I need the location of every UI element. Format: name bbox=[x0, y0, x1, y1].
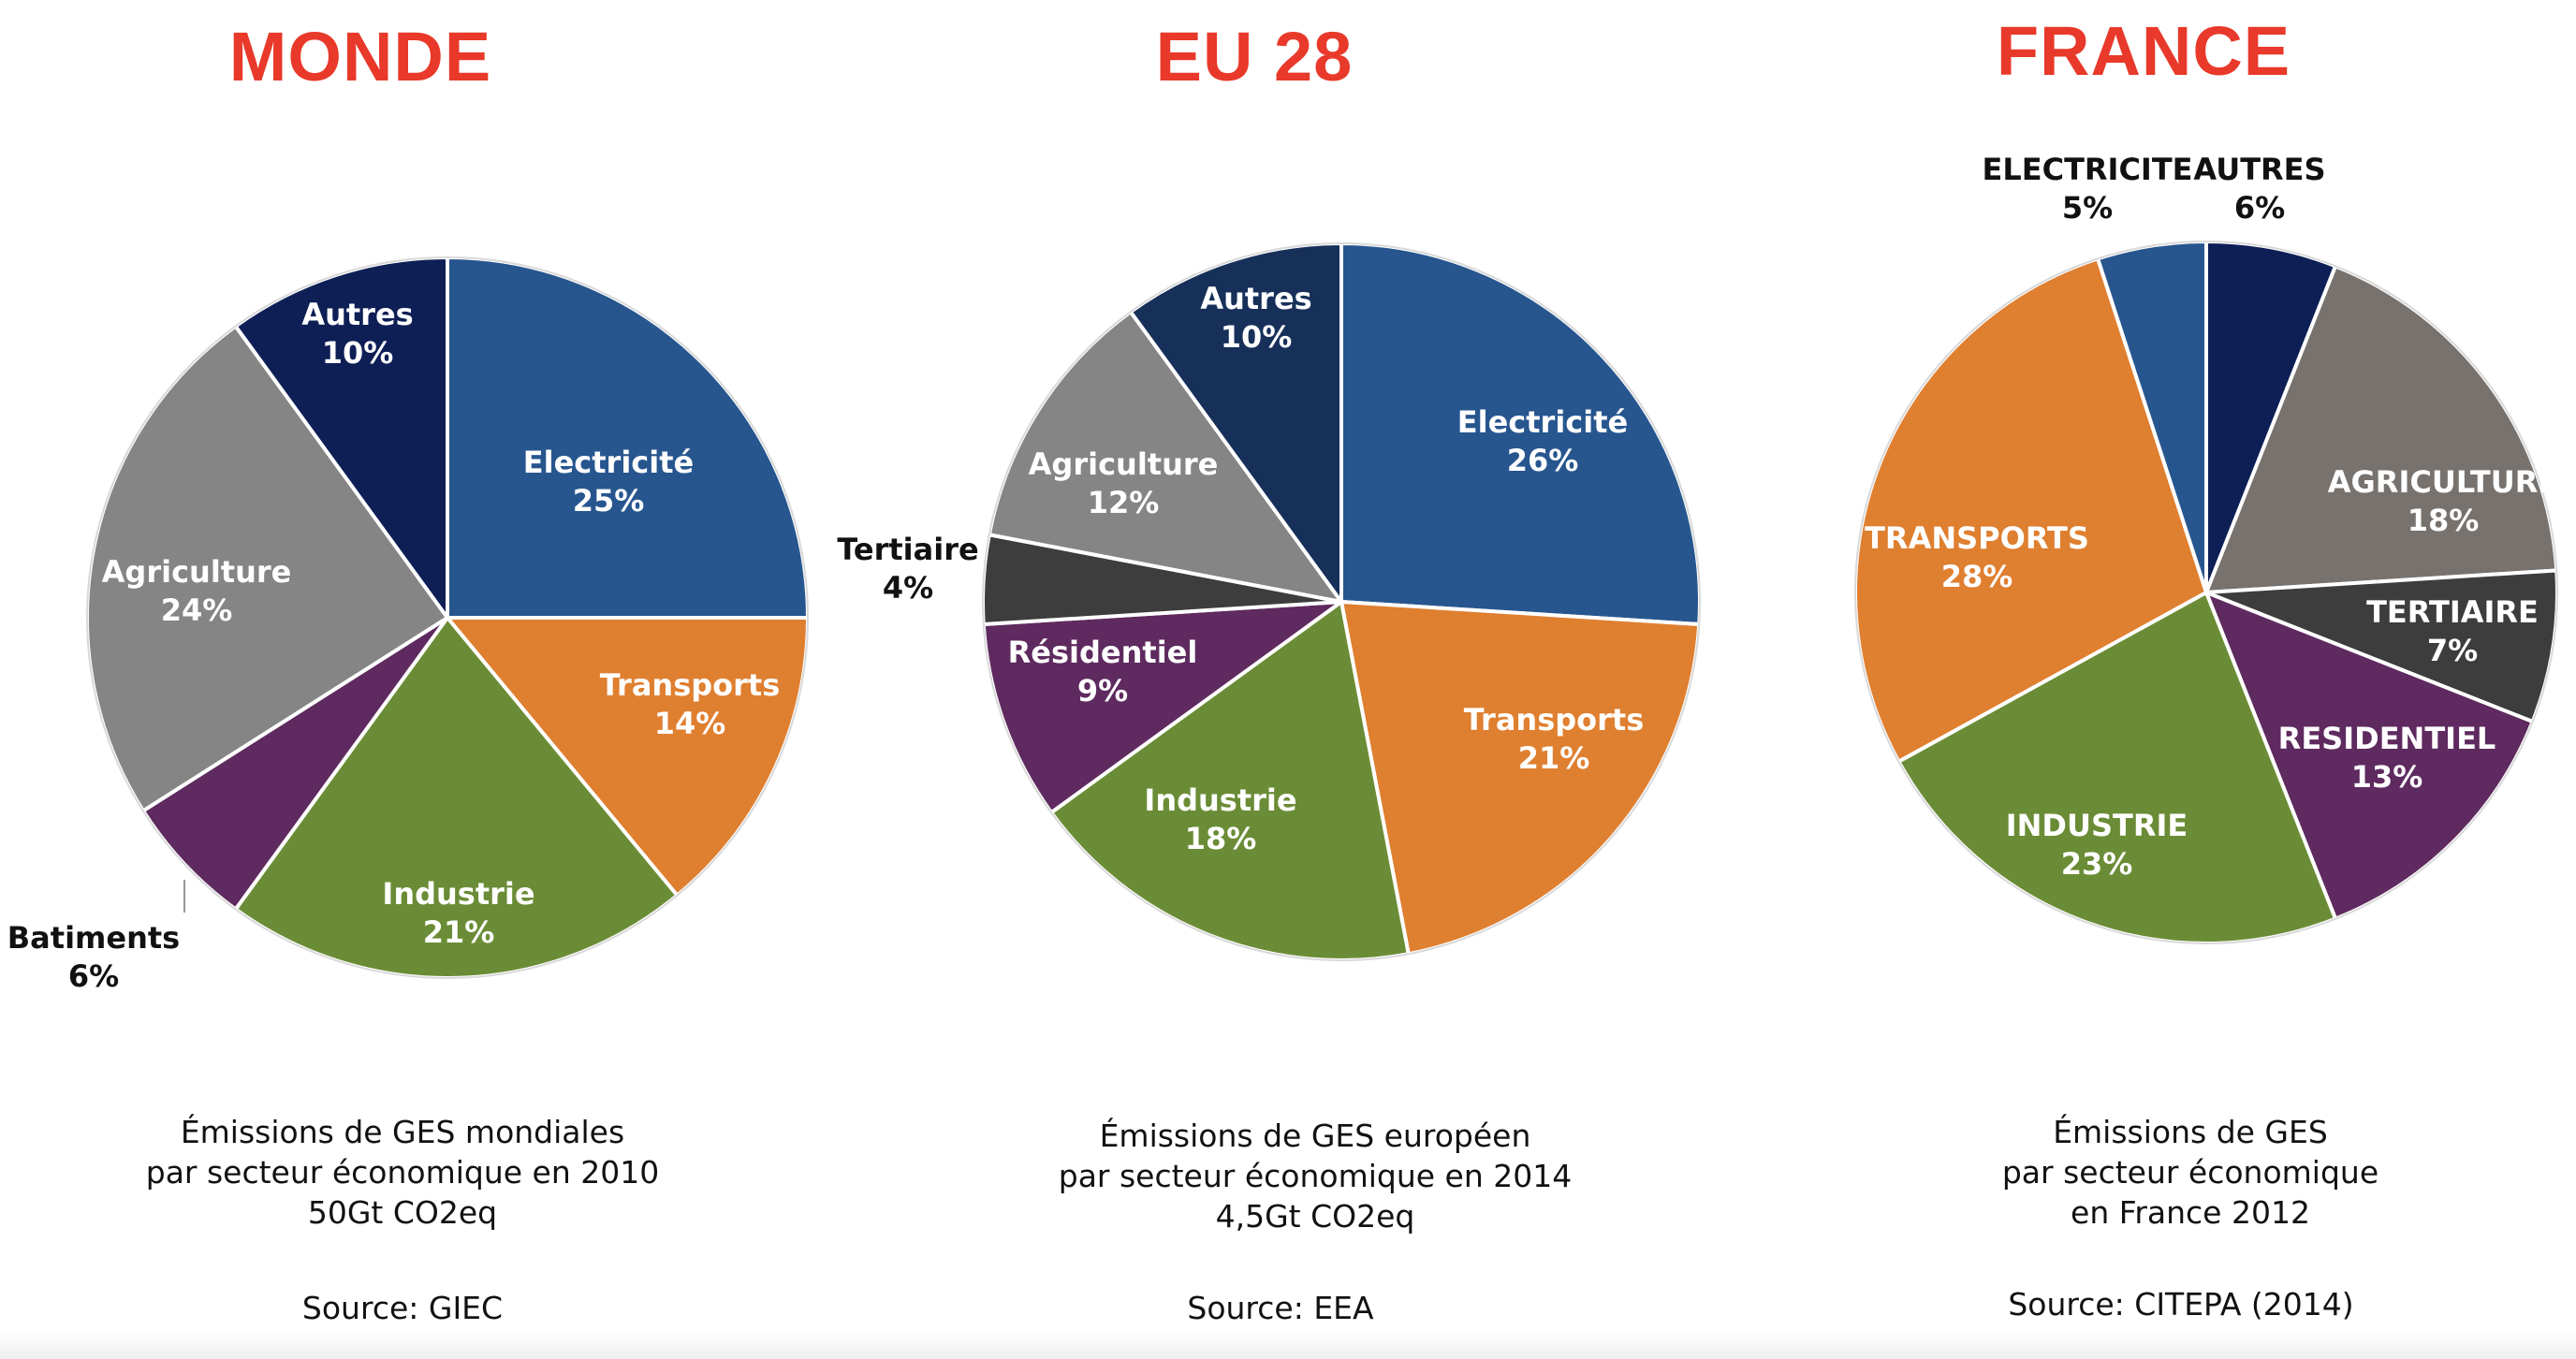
caption-eu28: Émissions de GES européen par secteur éc… bbox=[894, 1116, 1736, 1236]
caption-line: par secteur économique bbox=[2001, 1154, 2379, 1191]
slice-label: Agriculture 12% bbox=[1029, 446, 1219, 520]
chart-title-france: FRANCE bbox=[1996, 12, 2291, 90]
source-france: Source: CITEPA (2014) bbox=[2008, 1286, 2354, 1322]
slice-label: Industrie 18% bbox=[1144, 782, 1296, 856]
slice-label: Electricité 26% bbox=[1457, 404, 1628, 478]
caption-line: par secteur économique en 2010 bbox=[145, 1154, 660, 1191]
slice-label: Batiments 6% bbox=[7, 920, 180, 994]
pie-chart-eu28: Electricité 26% Transports 21% Industrie 18% R… bbox=[837, 241, 1702, 962]
slice-label: Autres 10% bbox=[1200, 281, 1311, 355]
caption-line: Émissions de GES européen bbox=[1099, 1118, 1531, 1154]
caption-france: Émissions de GES par secteur économique … bbox=[1769, 1112, 2576, 1233]
slice-label: Autres 10% bbox=[301, 297, 413, 371]
pie-outline bbox=[86, 256, 809, 979]
caption-line: par secteur économique en 2014 bbox=[1058, 1158, 1573, 1194]
slice-label: TERTIAIRE 7% bbox=[2366, 594, 2539, 668]
slice-label: Tertiaire 4% bbox=[837, 532, 978, 606]
source-eu28: Source: EEA bbox=[1187, 1290, 1374, 1326]
slice-label: INDUSTRIE 23% bbox=[2006, 808, 2188, 882]
pie-outline bbox=[982, 242, 1701, 961]
chart-title-eu28: EU 28 bbox=[1155, 18, 1354, 95]
bottom-shadow bbox=[0, 1331, 2576, 1359]
slice-label: ELECTRICITE 5% bbox=[1982, 152, 2192, 226]
caption-line: 4,5Gt CO2eq bbox=[1215, 1198, 1415, 1235]
caption-line: Émissions de GES mondiales bbox=[180, 1114, 625, 1150]
slice-label: Transports 21% bbox=[1464, 702, 1645, 776]
slice-label: Résidentiel 9% bbox=[1008, 635, 1198, 709]
pie-outline bbox=[1854, 241, 2558, 944]
pie-chart-france: AUTRES 6% AGRICULTURE 18% TERTIAIRE 7% RESIDEN… bbox=[1853, 152, 2559, 945]
pie-slice-electricite bbox=[446, 256, 810, 620]
pie-chart-monde: Electricité 25% Transports 14% Industrie 21% B… bbox=[7, 256, 810, 994]
caption-monde: Émissions de GES mondiales par secteur é… bbox=[0, 1112, 824, 1233]
source-monde: Source: GIEC bbox=[301, 1290, 504, 1326]
slice-label: Agriculture 24% bbox=[102, 554, 292, 628]
slice-label: AGRICULTURE 18% bbox=[2328, 464, 2558, 538]
slice-label: TRANSPORTS 28% bbox=[1865, 520, 2089, 594]
slice-label: Transports 14% bbox=[600, 667, 781, 741]
slice-label: RESIDENTIEL 13% bbox=[2278, 721, 2496, 795]
caption-line: Émissions de GES bbox=[2053, 1114, 2328, 1150]
caption-line: 50Gt CO2eq bbox=[307, 1194, 498, 1231]
caption-line: en France 2012 bbox=[2071, 1194, 2310, 1231]
slice-label: AUTRES 6% bbox=[2193, 152, 2325, 226]
chart-title-monde: MONDE bbox=[228, 18, 492, 95]
slice-label: Industrie 21% bbox=[382, 876, 534, 950]
slice-label: Electricité 25% bbox=[523, 445, 694, 519]
